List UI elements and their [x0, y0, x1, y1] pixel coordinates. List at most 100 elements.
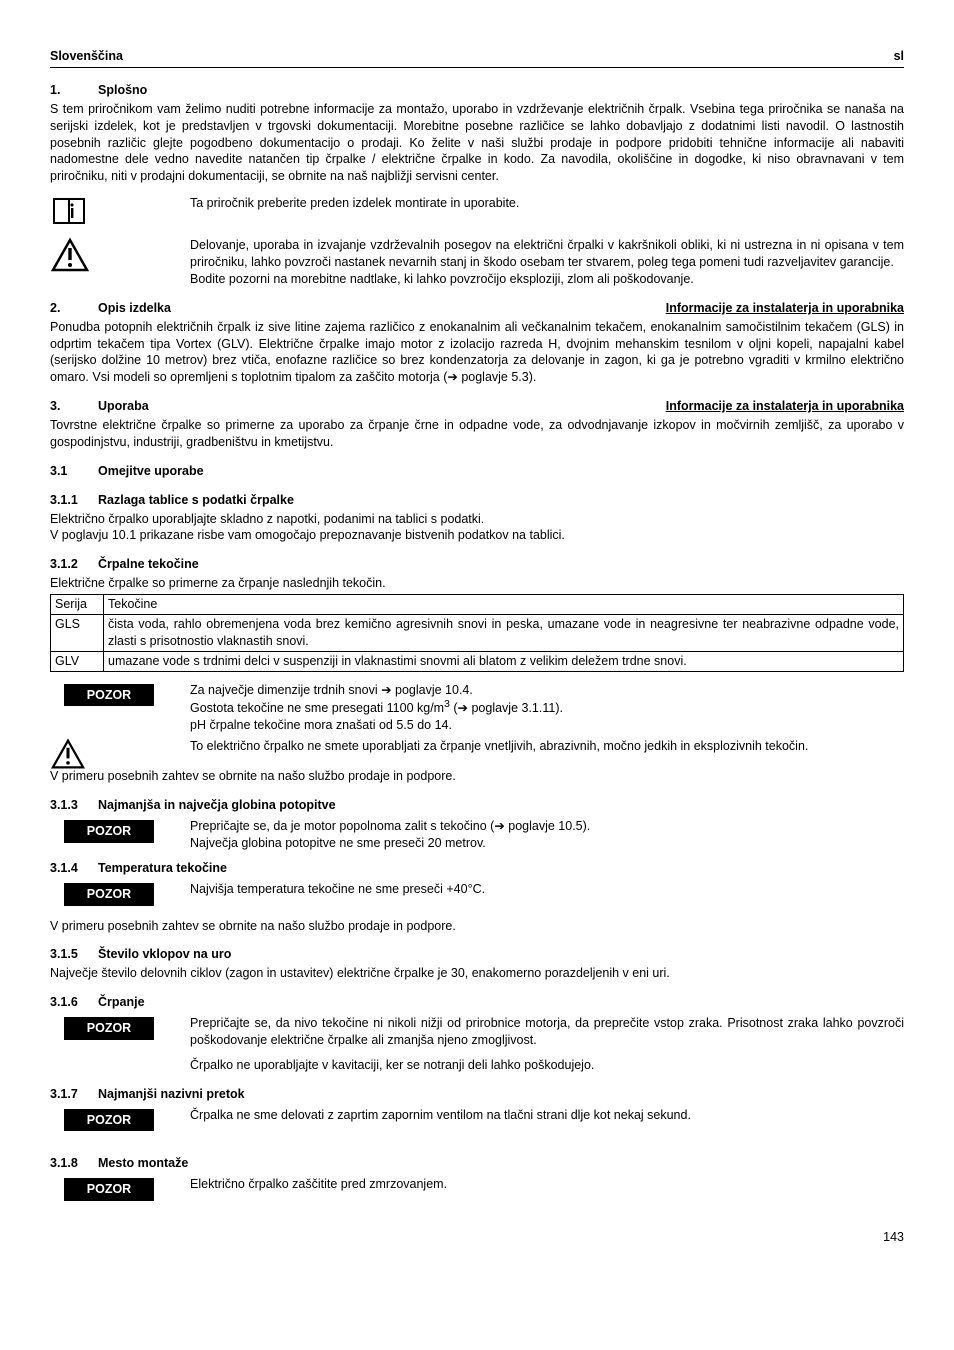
- sec-title: Splošno: [98, 82, 147, 99]
- warning-note-row: To električno črpalko ne smete uporablja…: [50, 738, 904, 770]
- s315-body: Največje število delovnih ciklov (zagon …: [50, 965, 904, 982]
- pozor-text: Najvišja temperatura tekočine ne sme pre…: [190, 881, 904, 898]
- s311-line2: V poglavju 10.1 prikazane risbe vam omog…: [50, 527, 904, 544]
- section-3-1-2-heading: 3.1.2 Črpalne tekočine: [50, 556, 904, 573]
- sec-right-note: Informacije za instalaterja in uporabnik…: [666, 300, 904, 317]
- warning-triangle-icon: [50, 237, 190, 273]
- poz-line: Črpalko ne uporabljajte v kavitaciji, ke…: [190, 1058, 594, 1072]
- pozor-row: POZOR Prepričajte se, da nivo tekočine n…: [50, 1015, 904, 1074]
- s314-after: V primeru posebnih zahtev se obrnite na …: [50, 918, 904, 935]
- pozor-text: Električno črpalko zaščitite pred zmrzov…: [190, 1176, 904, 1193]
- poz-line: (➔ poglavje 3.1.11).: [450, 702, 563, 716]
- fluids-table: Serija Tekočine GLS čista voda, rahlo ob…: [50, 594, 904, 672]
- info-note-text: Ta priročnik preberite preden izdelek mo…: [190, 195, 904, 212]
- table-row: GLS čista voda, rahlo obremenjena voda b…: [51, 614, 904, 651]
- sec-title: Črpanje: [98, 994, 145, 1011]
- section-3-1-5-heading: 3.1.5 Število vklopov na uro: [50, 946, 904, 963]
- section-3-1-6-heading: 3.1.6 Črpanje: [50, 994, 904, 1011]
- sec-num: 3.1: [50, 463, 98, 480]
- sec-title: Omejitve uporabe: [98, 463, 204, 480]
- sec-num: 3.: [50, 398, 98, 415]
- section-3-1-8-heading: 3.1.8 Mesto montaže: [50, 1155, 904, 1172]
- warn-text-1: Delovanje, uporaba in izvajanje vzdrževa…: [190, 238, 904, 269]
- section-2-heading: 2. Opis izdelka Informacije za instalate…: [50, 300, 904, 317]
- sec-title: Opis izdelka: [98, 300, 171, 317]
- sec-num: 3.1.7: [50, 1086, 98, 1103]
- table-cell: GLV: [51, 651, 104, 671]
- header-code: sl: [894, 48, 904, 65]
- pozor-text: Prepričajte se, da je motor popolnoma za…: [190, 818, 904, 852]
- warning-note-text: Delovanje, uporaba in izvajanje vzdrževa…: [190, 237, 904, 288]
- pozor-row: POZOR Za največje dimenzije trdnih snovi…: [50, 682, 904, 735]
- pozor-badge: POZOR: [64, 1109, 154, 1132]
- table-row: GLV umazane vode s trdnimi delci v suspe…: [51, 651, 904, 671]
- pozor-row: POZOR Električno črpalko zaščitite pred …: [50, 1176, 904, 1203]
- table-header-cell: Serija: [51, 595, 104, 615]
- pozor-text: Prepričajte se, da nivo tekočine ni niko…: [190, 1015, 904, 1074]
- sec-num: 3.1.6: [50, 994, 98, 1011]
- pozor-row: POZOR Najvišja temperatura tekočine ne s…: [50, 881, 904, 908]
- table-header-cell: Tekočine: [104, 595, 904, 615]
- sec-num: 1.: [50, 82, 98, 99]
- sec-title: Razlaga tablice s podatki črpalke: [98, 492, 294, 509]
- table-row: Serija Tekočine: [51, 595, 904, 615]
- table-cell: umazane vode s trdnimi delci v suspenzij…: [104, 651, 904, 671]
- sec-title: Število vklopov na uro: [98, 946, 231, 963]
- table-cell: čista voda, rahlo obremenjena voda brez …: [104, 614, 904, 651]
- sec-title: Temperatura tekočine: [98, 860, 227, 877]
- sec-title: Najmanjši nazivni pretok: [98, 1086, 245, 1103]
- warning-note-text: To električno črpalko ne smete uporablja…: [190, 738, 904, 755]
- section-3-body: Tovrstne električne črpalke so primerne …: [50, 417, 904, 451]
- pozor-row: POZOR Črpalka ne sme delovati z zaprtim …: [50, 1107, 904, 1134]
- section-1-body: S tem priročnikom vam želimo nuditi potr…: [50, 101, 904, 185]
- sec-title: Mesto montaže: [98, 1155, 188, 1172]
- warn-text-2: Bodite pozorni na morebitne nadtlake, ki…: [190, 272, 694, 286]
- s312-intro: Električne črpalke so primerne za črpanj…: [50, 575, 904, 592]
- sec-num: 3.1.5: [50, 946, 98, 963]
- spacer: POZOR: [50, 682, 100, 709]
- section-3-1-heading: 3.1 Omejitve uporabe: [50, 463, 904, 480]
- poz-line: Za največje dimenzije trdnih snovi ➔ pog…: [190, 683, 473, 697]
- info-note-row: Ta priročnik preberite preden izdelek mo…: [50, 195, 904, 227]
- header-lang: Slovenščina: [50, 48, 123, 65]
- pozor-badge: POZOR: [64, 1178, 154, 1201]
- section-2-body: Ponudba potopnih električnih črpalk iz s…: [50, 319, 904, 387]
- sec-num: 3.1.2: [50, 556, 98, 573]
- section-1-heading: 1. Splošno: [50, 82, 904, 99]
- section-3-1-4-heading: 3.1.4 Temperatura tekočine: [50, 860, 904, 877]
- book-icon: [50, 195, 190, 227]
- pozor-text: Črpalka ne sme delovati z zaprtim zaporn…: [190, 1107, 904, 1124]
- sec-right-note: Informacije za instalaterja in uporabnik…: [666, 398, 904, 415]
- warning-note-row: Delovanje, uporaba in izvajanje vzdrževa…: [50, 237, 904, 288]
- warning-triangle-icon: [50, 738, 94, 770]
- section-3-heading: 3. Uporaba Informacije za instalaterja i…: [50, 398, 904, 415]
- section-3-1-3-heading: 3.1.3 Najmanjša in največja globina poto…: [50, 797, 904, 814]
- pozor-row: POZOR Prepričajte se, da je motor popoln…: [50, 818, 904, 852]
- table-cell: GLS: [51, 614, 104, 651]
- pozor-badge: POZOR: [64, 883, 154, 906]
- poz-line: Prepričajte se, da je motor popolnoma za…: [190, 819, 590, 833]
- section-3-1-7-heading: 3.1.7 Najmanjši nazivni pretok: [50, 1086, 904, 1103]
- sec-num: 3.1.3: [50, 797, 98, 814]
- sec-title: Črpalne tekočine: [98, 556, 199, 573]
- sec-title: Najmanjša in največja globina potopitve: [98, 797, 336, 814]
- poz-line: Prepričajte se, da nivo tekočine ni niko…: [190, 1016, 904, 1047]
- poz-line: Gostota tekočine ne sme presegati 1100 k…: [190, 702, 444, 716]
- sec-num: 3.1.8: [50, 1155, 98, 1172]
- sec-num: 2.: [50, 300, 98, 317]
- doc-header: Slovenščina sl: [50, 48, 904, 68]
- pozor-text: Za največje dimenzije trdnih snovi ➔ pog…: [190, 682, 904, 735]
- poz-line: pH črpalne tekočine mora znašati od 5.5 …: [190, 718, 452, 732]
- sec-num: 3.1.4: [50, 860, 98, 877]
- section-3-1-1-heading: 3.1.1 Razlaga tablice s podatki črpalke: [50, 492, 904, 509]
- page-number: 143: [50, 1229, 904, 1246]
- poz-line: Največja globina potopitve ne sme preseč…: [190, 836, 486, 850]
- pozor-badge: POZOR: [64, 820, 154, 843]
- s312-after: V primeru posebnih zahtev se obrnite na …: [50, 768, 904, 785]
- s311-line1: Električno črpalko uporabljajte skladno …: [50, 511, 904, 528]
- spacer: [190, 1049, 904, 1057]
- sec-num: 3.1.1: [50, 492, 98, 509]
- sec-title: Uporaba: [98, 398, 149, 415]
- pozor-badge: POZOR: [64, 684, 154, 707]
- pozor-badge: POZOR: [64, 1017, 154, 1040]
